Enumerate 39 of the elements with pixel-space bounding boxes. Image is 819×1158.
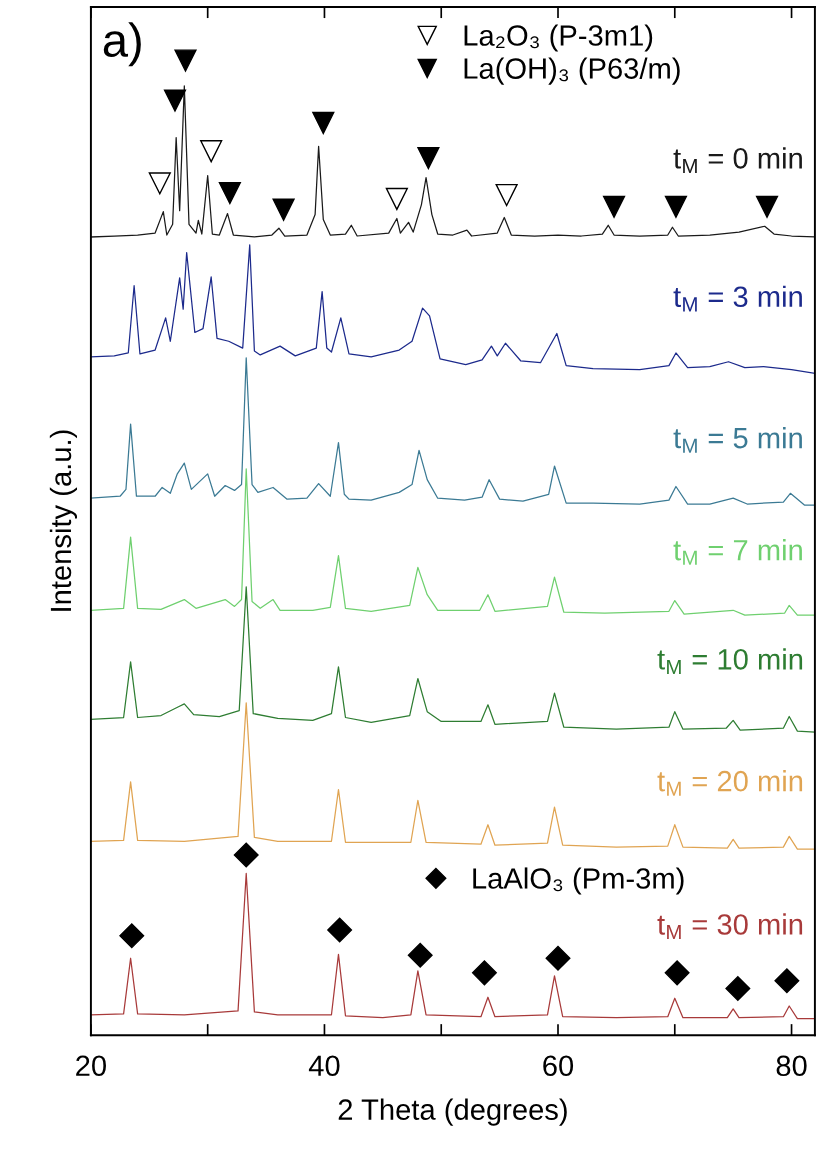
chart-title: a) (103, 22, 141, 67)
point (327, 917, 353, 943)
point (417, 146, 440, 170)
point (218, 182, 241, 205)
x-tick-label: 20 (76, 1055, 106, 1077)
point (407, 942, 433, 968)
point (664, 960, 690, 986)
point (725, 975, 751, 1001)
legend-label: La₂O₃ (P-3m1) (464, 24, 653, 52)
point (200, 140, 223, 163)
point (174, 49, 197, 72)
legend-label: LaAlO₃ (Pm-3m) (473, 867, 684, 895)
x-tick-label: 40 (308, 1055, 340, 1077)
legend-label: La(OH)₃ (P63/m) (464, 57, 680, 85)
point (774, 968, 800, 994)
text: t$_{M}$ = 30 min (657, 913, 803, 940)
series-label: t$_{M}$ = 10 min (657, 648, 803, 674)
series-label: t$_{M}$ = 20 min (657, 770, 803, 796)
point (385, 187, 408, 211)
point (664, 195, 688, 218)
x-tick-label: 80 (776, 1055, 807, 1077)
point (471, 960, 497, 986)
series-label: t$_{M}$ = 5 min (673, 426, 802, 453)
point (163, 89, 187, 112)
series-label: t$_{M}$ = 0 min (673, 147, 802, 174)
point (602, 195, 626, 218)
y-axis-title: Intensity (a.u.) (49, 430, 78, 611)
point (148, 172, 171, 195)
point (545, 945, 571, 971)
series-label: t$_{M}$ = 7 min (673, 539, 802, 565)
point (312, 111, 335, 135)
series-label: t$_{M}$ = 3 min (673, 285, 802, 312)
point (495, 183, 518, 207)
point (119, 923, 145, 949)
point (233, 842, 259, 868)
point (755, 195, 779, 218)
x-tick-label: 60 (543, 1055, 574, 1077)
point (272, 198, 295, 221)
x-axis-title: 2 Theta (degrees) (338, 1098, 567, 1126)
